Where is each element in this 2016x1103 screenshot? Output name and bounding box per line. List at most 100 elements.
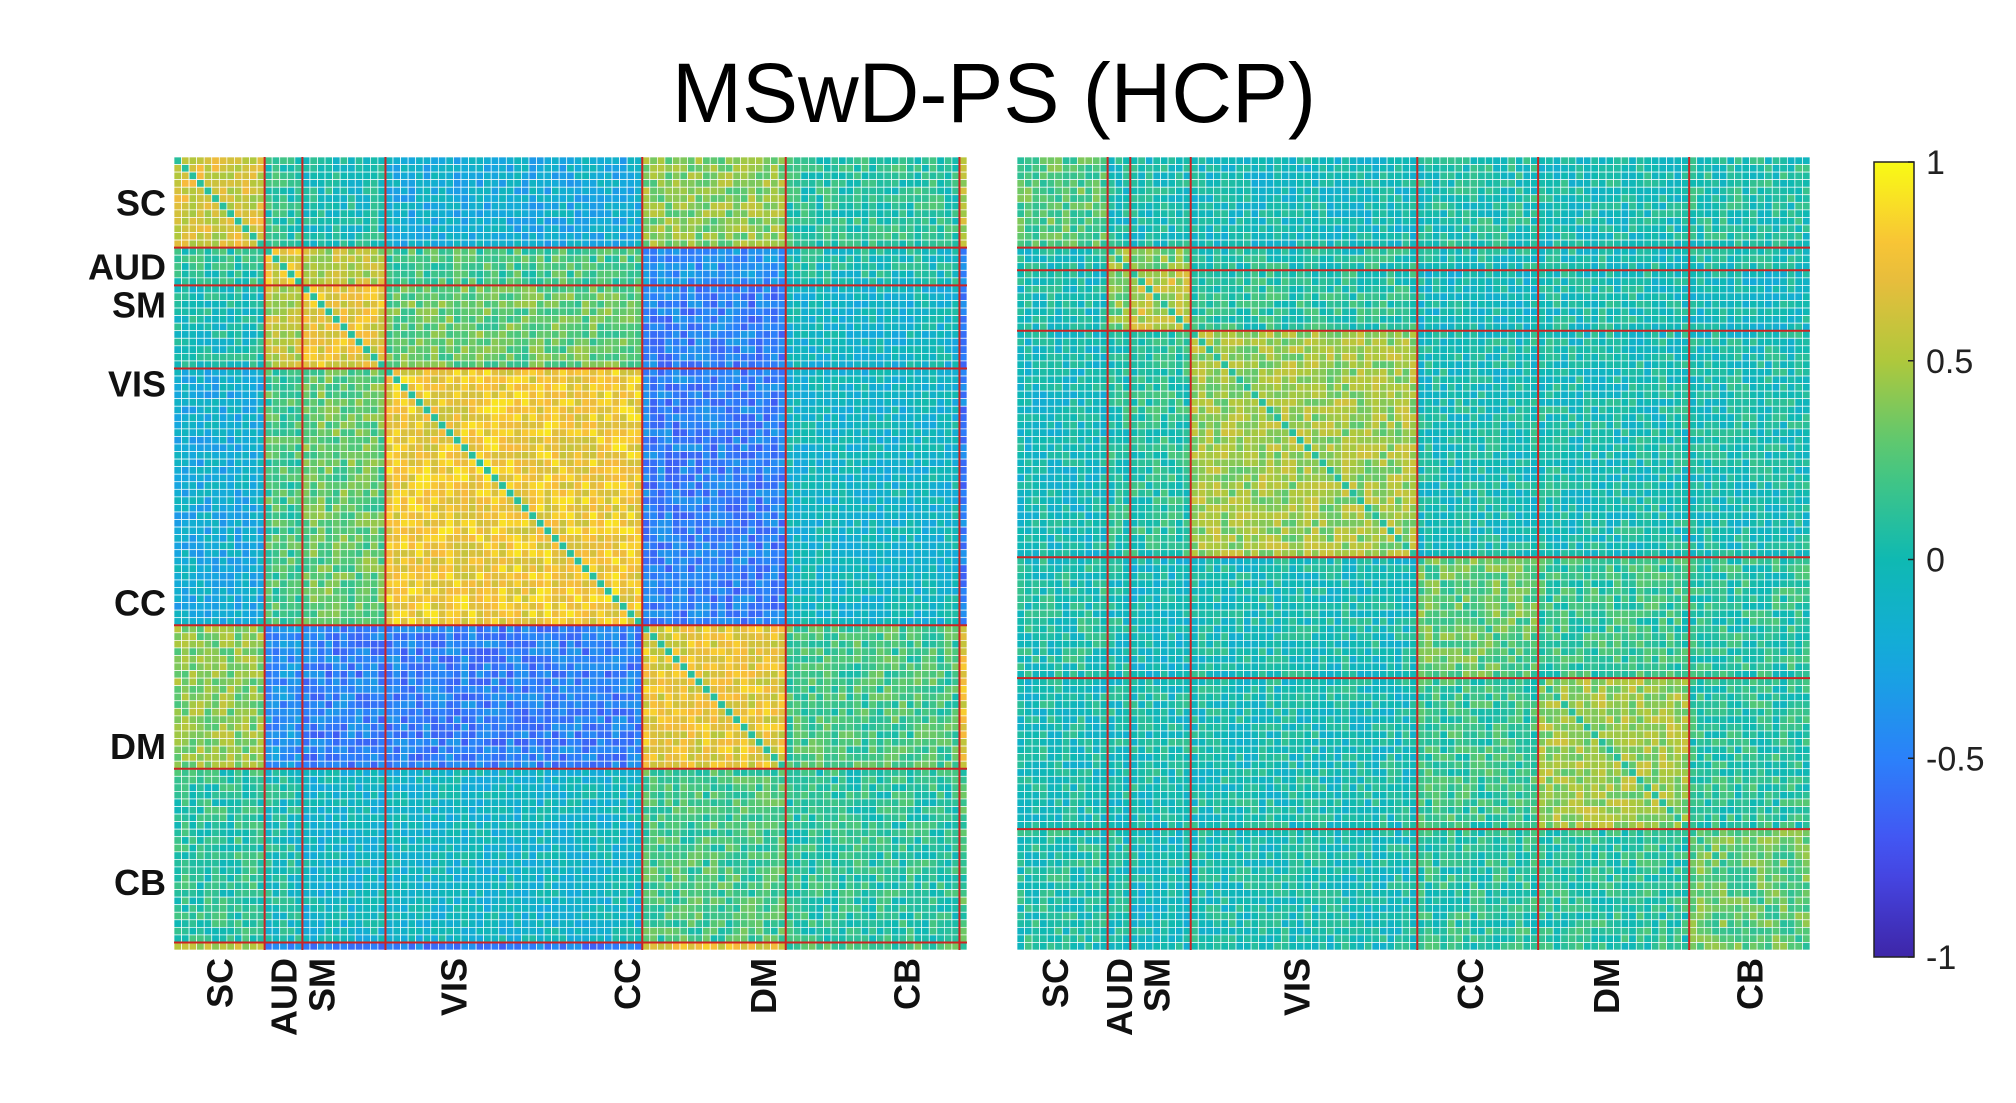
- heatmap-cell: [483, 451, 492, 460]
- heatmap-cell: [928, 224, 938, 233]
- heatmap-cell: [770, 504, 779, 513]
- heatmap-cell: [211, 398, 220, 407]
- heatmap-cell: [362, 398, 371, 407]
- heatmap-cell: [679, 315, 688, 324]
- heatmap-cell: [808, 322, 817, 332]
- heatmap-cell: [317, 194, 326, 203]
- heatmap-cell: [928, 300, 938, 309]
- heatmap-cell: [589, 247, 598, 256]
- heatmap-cell: [317, 315, 326, 324]
- heatmap-cell: [536, 398, 545, 407]
- heatmap-cell: [830, 390, 839, 400]
- heatmap-cell: [505, 269, 515, 279]
- heatmap-cell: [566, 269, 575, 279]
- heatmap-cell: [468, 413, 477, 422]
- heatmap-cell: [460, 330, 469, 339]
- heatmap-cell: [475, 292, 485, 301]
- heatmap-cell: [309, 360, 318, 369]
- heatmap-cell: [203, 217, 213, 226]
- heatmap-cell: [490, 383, 500, 392]
- heatmap-cell: [626, 383, 636, 392]
- heatmap-cell: [256, 458, 265, 468]
- heatmap-cell: [264, 398, 273, 407]
- heatmap-cell: [181, 428, 190, 437]
- heatmap-cell: [415, 292, 424, 301]
- heatmap-cell: [626, 156, 636, 165]
- heatmap-cell: [256, 390, 265, 400]
- heatmap-cell: [755, 458, 764, 468]
- heatmap-cell: [483, 307, 492, 316]
- heatmap-cell: [234, 285, 243, 294]
- heatmap-cell: [656, 307, 666, 316]
- heatmap-cell: [475, 224, 485, 233]
- heatmap-cell: [430, 262, 439, 271]
- heatmap-cell: [589, 436, 598, 445]
- heatmap-cell: [898, 285, 907, 294]
- heatmap-cell: [347, 345, 356, 354]
- heatmap-cell: [377, 420, 386, 430]
- heatmap-cell: [521, 171, 530, 181]
- heatmap-cell: [483, 420, 492, 430]
- heatmap-cell: [943, 209, 953, 218]
- heatmap-cell: [513, 164, 522, 173]
- heatmap-cell: [241, 239, 250, 248]
- heatmap-cell: [218, 496, 228, 505]
- heatmap-cell: [551, 277, 560, 286]
- heatmap-cell: [234, 511, 243, 520]
- heatmap-cell: [392, 353, 401, 362]
- heatmap-cell: [400, 262, 409, 271]
- heatmap-cell: [596, 224, 605, 233]
- heatmap-cell: [687, 443, 696, 452]
- heatmap-cell: [755, 473, 764, 483]
- heatmap-cell: [853, 353, 862, 362]
- heatmap-cell: [943, 458, 953, 468]
- heatmap-cell: [317, 164, 326, 173]
- heatmap-cell: [959, 239, 968, 248]
- heatmap-cell: [732, 383, 741, 392]
- heatmap-cell: [309, 383, 318, 392]
- heatmap-cell: [226, 262, 235, 271]
- heatmap-cell: [241, 292, 250, 301]
- heatmap-cell: [687, 217, 696, 226]
- heatmap-cell: [400, 428, 409, 437]
- heatmap-cell: [354, 232, 364, 241]
- heatmap-cell: [377, 156, 386, 165]
- heatmap-cell: [490, 315, 500, 324]
- heatmap-cell: [551, 239, 560, 248]
- heatmap-cell: [211, 420, 220, 430]
- heatmap-cell: [838, 285, 847, 294]
- heatmap-cell: [672, 443, 681, 452]
- heatmap-cell: [762, 232, 771, 241]
- heatmap-cell: [241, 405, 250, 415]
- heatmap-cell: [377, 458, 386, 468]
- heatmap-cell: [853, 232, 862, 241]
- heatmap-cell: [385, 383, 394, 392]
- heatmap-cell: [626, 436, 636, 445]
- heatmap-cell: [256, 315, 265, 324]
- heatmap-cell: [800, 307, 809, 316]
- heatmap-cell: [271, 209, 281, 218]
- heatmap-cell: [747, 292, 756, 301]
- heatmap-cell: [294, 504, 303, 513]
- heatmap-cell: [309, 292, 318, 301]
- heatmap-cell: [928, 156, 938, 165]
- heatmap-cell: [641, 360, 651, 369]
- heatmap-cell: [694, 322, 704, 332]
- heatmap-cell: [362, 179, 371, 188]
- heatmap-cell: [536, 179, 545, 188]
- heatmap-cell: [626, 511, 636, 520]
- heatmap-cell: [785, 201, 794, 211]
- heatmap-cell: [226, 496, 235, 505]
- heatmap-cell: [891, 239, 900, 248]
- heatmap-cell: [536, 232, 545, 241]
- heatmap-cell: [181, 224, 190, 233]
- heatmap-cell: [347, 209, 356, 218]
- heatmap-cell: [611, 239, 620, 248]
- heatmap-cell: [490, 511, 500, 520]
- heatmap-cell: [264, 171, 273, 181]
- heatmap-cell: [951, 436, 960, 445]
- heatmap-cell: [770, 481, 779, 490]
- heatmap-cell: [762, 285, 771, 294]
- heatmap-cell: [823, 405, 832, 415]
- heatmap-cell: [619, 201, 628, 211]
